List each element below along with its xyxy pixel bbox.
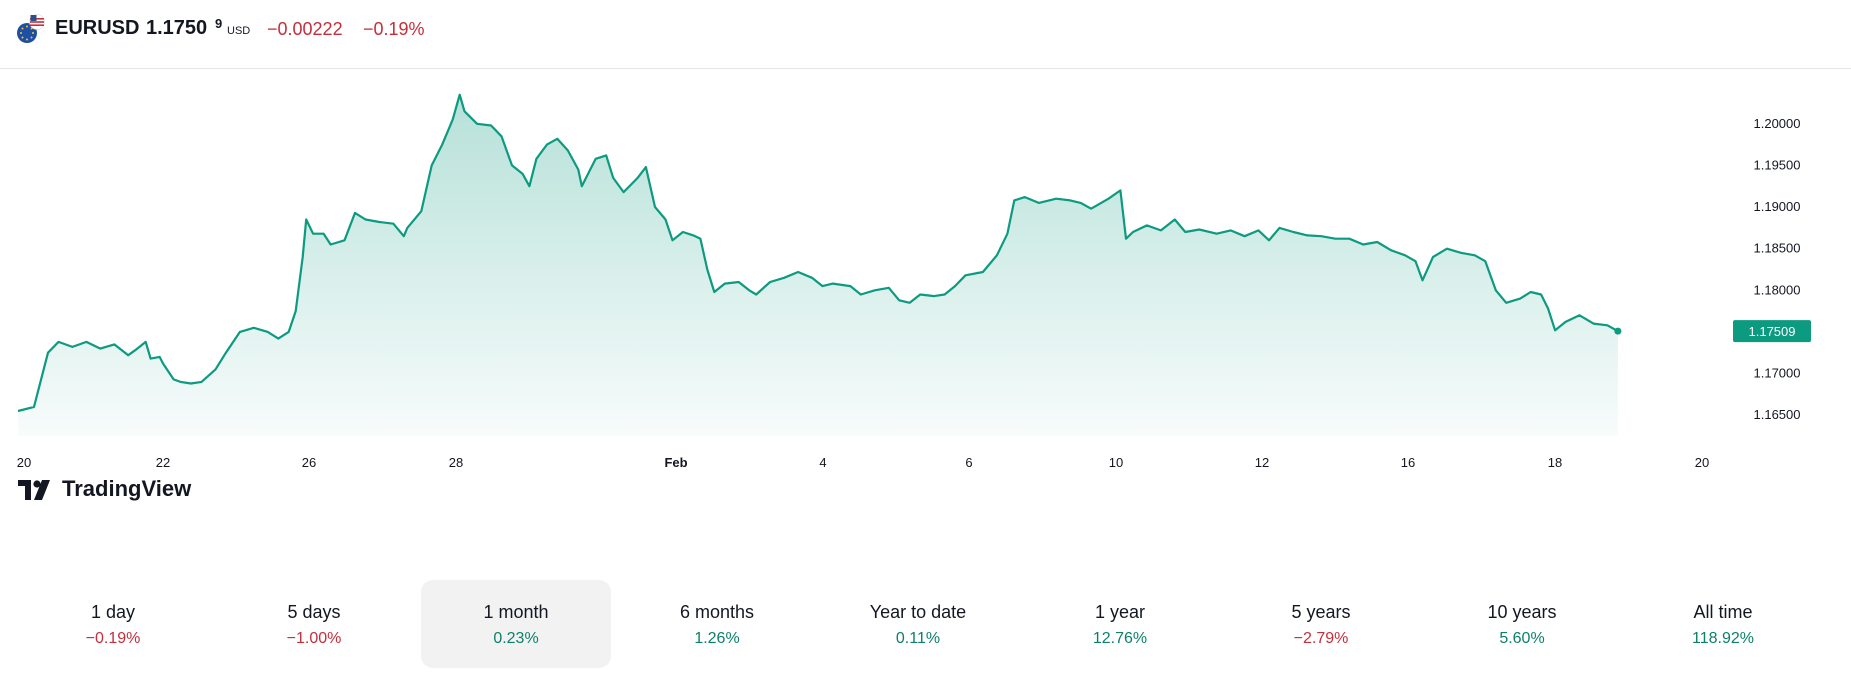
y-tick-label: 1.19000 xyxy=(1754,199,1801,214)
period-year-to-date[interactable]: Year to date 0.11% xyxy=(823,580,1013,668)
tradingview-logo-text: TradingView xyxy=(62,476,192,501)
period-change: −2.79% xyxy=(1293,630,1349,647)
y-tick-label: 1.18000 xyxy=(1754,282,1801,297)
symbol-header: EURUSD 1.1750 9 USD −0.00222 −0.19% xyxy=(0,0,1851,69)
currency-label: USD xyxy=(227,25,251,37)
period-label: 6 months xyxy=(679,602,755,622)
period-change: 0.23% xyxy=(493,630,539,647)
period-change: 118.92% xyxy=(1692,630,1754,647)
period-5-days[interactable]: 5 days −1.00% xyxy=(219,580,409,668)
y-axis: 1.200001.195001.190001.185001.180001.175… xyxy=(1754,116,1801,422)
last-price-badge-text: 1.17509 xyxy=(1749,324,1796,339)
x-axis: 20 22 26 28 Feb 4 6 10 12 16 18 20 xyxy=(17,455,1709,470)
y-tick-label: 1.18500 xyxy=(1754,241,1801,256)
price-area-fill xyxy=(18,94,1618,436)
y-tick-label: 1.19500 xyxy=(1754,157,1801,172)
x-tick-label: 6 xyxy=(965,455,972,470)
y-tick-label: 1.16500 xyxy=(1754,407,1801,422)
period-label: All time xyxy=(1693,602,1753,622)
period-10-years[interactable]: 10 years 5.60% xyxy=(1427,580,1617,668)
price-change: −0.00222 xyxy=(267,19,343,39)
symbol-name: EURUSD xyxy=(55,17,140,39)
last-price: 1.1750 xyxy=(146,17,208,39)
x-tick-label: 28 xyxy=(449,455,463,470)
price-change-percent: −0.19% xyxy=(363,19,425,39)
price-chart[interactable]: 1.20000 1.19500 1.19000 1.18500 1.18000 1.175… xyxy=(0,68,1851,548)
period-change: −1.00% xyxy=(286,630,342,647)
y-tick-label: 1.17000 xyxy=(1754,366,1801,381)
period-5-years[interactable]: 5 years −2.79% xyxy=(1226,580,1416,668)
period-change: 1.26% xyxy=(694,630,740,647)
period-label: 5 years xyxy=(1291,602,1351,622)
x-tick-label: 12 xyxy=(1255,455,1269,470)
period-label: 1 day xyxy=(90,602,136,622)
last-price-pip: 9 xyxy=(215,16,223,31)
x-tick-label: 16 xyxy=(1401,455,1415,470)
x-tick-label: 10 xyxy=(1109,455,1123,470)
period-6-months[interactable]: 6 months 1.26% xyxy=(622,580,812,668)
last-price-badge: 1.17509 xyxy=(1733,320,1811,343)
period-selector: 1 day −0.19% 5 days −1.00% 1 month 0.23% 6 mon… xyxy=(0,580,1851,670)
period-1-month[interactable]: 1 month 0.23% xyxy=(421,580,611,668)
period-label: Year to date xyxy=(869,602,967,622)
period-change: −0.19% xyxy=(85,630,141,647)
period-label: 10 years xyxy=(1487,602,1557,622)
y-tick-label: 1.20000 xyxy=(1754,116,1801,131)
price-line xyxy=(17,93,1619,413)
tradingview-mark-icon xyxy=(18,480,50,500)
period-label: 1 year xyxy=(1094,602,1146,622)
tradingview-logo: TradingView xyxy=(18,476,192,501)
last-price-dot xyxy=(1614,327,1622,335)
x-tick-label: 22 xyxy=(156,455,170,470)
period-label: 1 month xyxy=(483,602,549,622)
period-1-day[interactable]: 1 day −0.19% xyxy=(18,580,208,668)
period-change: 12.76% xyxy=(1092,630,1148,647)
x-tick-label: 4 xyxy=(819,455,826,470)
period-all-time[interactable]: All time 118.92% xyxy=(1628,580,1818,668)
period-1-year[interactable]: 1 year 12.76% xyxy=(1025,580,1215,668)
x-tick-label: Feb xyxy=(664,455,687,470)
x-tick-label: 20 xyxy=(1695,455,1709,470)
period-label: 5 days xyxy=(287,602,341,622)
eurusd-flag-icon xyxy=(17,14,45,43)
x-tick-label: 26 xyxy=(302,455,316,470)
period-change: 0.11% xyxy=(895,630,941,647)
x-tick-label: 18 xyxy=(1548,455,1562,470)
period-change: 5.60% xyxy=(1499,630,1545,647)
x-tick-label: 20 xyxy=(17,455,31,470)
